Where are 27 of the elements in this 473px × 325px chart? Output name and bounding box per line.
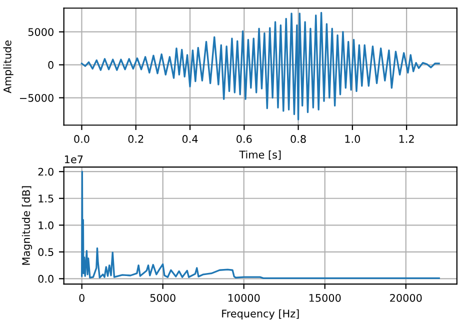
x-tick-label: 15000 bbox=[309, 294, 341, 302]
x-axis-title: Frequency [Hz] bbox=[222, 309, 299, 320]
y-axis-title: Magnitude [dB] bbox=[22, 186, 32, 265]
x-tick-label: 1.2 bbox=[399, 135, 414, 143]
x-tick-label: 0.8 bbox=[290, 135, 306, 143]
x-tick-label: 10000 bbox=[228, 294, 260, 302]
x-axis-title: Time [s] bbox=[239, 150, 281, 160]
x-tick-label: 0.2 bbox=[128, 135, 144, 143]
y-tick-label: 5000 bbox=[28, 28, 54, 36]
x-tick-label: 0.6 bbox=[236, 135, 252, 143]
y-tick-label: 0.5 bbox=[38, 248, 54, 256]
y-tick-label: −5000 bbox=[20, 94, 54, 102]
x-tick-label: 5000 bbox=[150, 294, 176, 302]
y-tick-label: 0.0 bbox=[38, 274, 54, 283]
x-tick-label: 0.4 bbox=[182, 135, 198, 143]
y-tick-label: 2.0 bbox=[38, 168, 54, 176]
y-tick-label: 0 bbox=[48, 61, 54, 69]
line-series bbox=[80, 12, 440, 120]
x-tick-label: 1.0 bbox=[345, 135, 360, 143]
text: 1e7 bbox=[65, 156, 83, 164]
x-tick-label: 0 bbox=[79, 294, 84, 302]
y-tick-label: 1.0 bbox=[38, 221, 54, 230]
x-tick-label: 20000 bbox=[390, 294, 422, 302]
x-tick-label: 0.0 bbox=[74, 135, 90, 143]
y-tick-label: 1.5 bbox=[38, 194, 54, 202]
y-axis-title: Amplitude bbox=[3, 40, 14, 94]
line-series bbox=[81, 170, 440, 279]
